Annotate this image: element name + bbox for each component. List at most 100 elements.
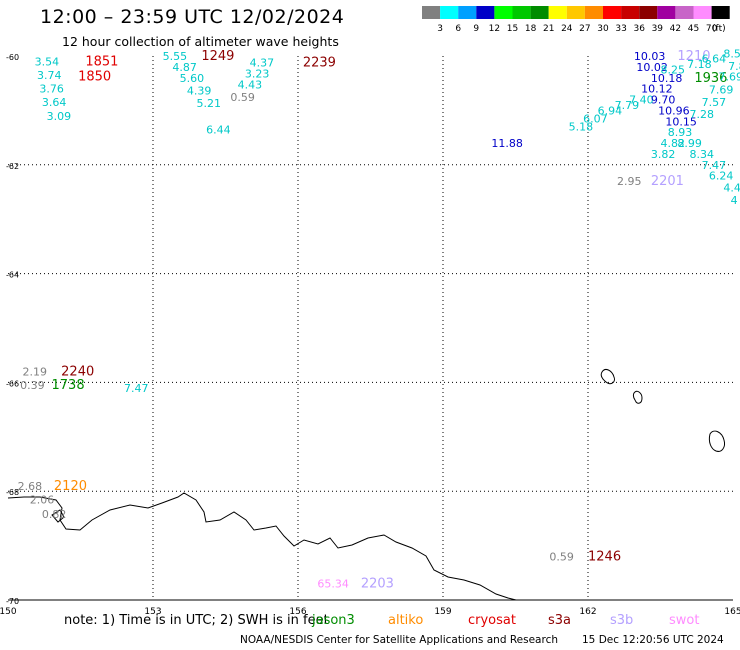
wave-height-value: 3.23 [245,67,269,80]
wave-height-value: 10.96 [658,104,690,117]
scale-swatch [693,6,712,19]
pass-time-label: 1850 [78,70,111,85]
wave-height-value: 8.93 [668,126,693,139]
longitude-label: 150 [0,607,17,617]
latitude-label: -68 [6,488,19,497]
latitude-label: -64 [6,271,19,280]
pass-time-label: 1738 [52,378,85,393]
wave-height-value: 3.64 [42,96,66,109]
scale-swatch [621,6,640,19]
wave-height-value: 7.47 [124,382,149,395]
wave-height-value: 2.68 [18,480,42,493]
scale-label: 30 [597,24,609,34]
wave-height-value: 6.94 [598,104,623,117]
wave-height-value: 10.03 [634,50,666,63]
scale-label: 12 [489,24,500,34]
wave-height-value: 5.21 [197,97,222,110]
scale-swatch [530,6,549,19]
wave-height-value: 8.5 [723,47,740,60]
scale-label: 6 [455,24,461,34]
scale-label: 24 [561,24,573,34]
wave-height-value: 2.19 [23,366,48,379]
wave-height-value: 4 [731,194,738,207]
wave-height-value: 0.39 [20,379,45,392]
wave-height-value: 65.34 [317,578,349,591]
wave-height-value: 10.15 [665,115,697,128]
scale-label: 39 [652,24,664,34]
scale-swatch [657,6,676,19]
scale-label: 27 [579,24,590,34]
wave-height-value: 0.59 [549,550,574,563]
pass-time-label: 2203 [361,577,394,592]
generation-timestamp: 15 Dec 12:20:56 UTC 2024 [582,634,724,646]
wave-height-value: 7.40 [629,94,654,107]
latitude-label: -60 [6,53,19,62]
wave-height-value: 4.39 [187,84,212,97]
scale-label: 9 [473,24,479,34]
wave-height-value: 6.24 [709,170,734,183]
island [708,430,725,452]
wave-height-value: 7.18 [687,58,712,71]
wave-height-value: 3.54 [35,55,60,68]
scale-label: 36 [633,24,645,34]
scale-label: 18 [525,24,537,34]
wave-height-value: 2.06 [30,493,55,506]
latitude-label: -62 [6,162,19,171]
pass-time-label: 1936 [694,71,727,86]
scale-label: 21 [543,24,554,34]
wave-height-value: 8.34 [690,148,715,161]
wave-height-value: 5.60 [180,72,205,85]
wave-height-value: 9.70 [651,94,676,107]
scale-label: 3 [437,24,443,34]
scale-swatch [711,6,730,19]
satellite-swot: swot [669,613,700,628]
wave-height-value: 7.69 [719,71,740,84]
scale-label: 33 [615,24,626,34]
coastline [7,369,725,601]
wave-height-value: 3.74 [37,69,62,82]
pass-time-label: 1246 [588,549,621,564]
map-subtitle: 12 hour collection of altimeter wave hei… [62,34,339,49]
wave-height-value: 3.82 [651,148,676,161]
wave-height-value: 7.69 [709,84,734,97]
satellite-s3b: s3b [610,613,634,628]
scale-swatch [548,6,567,19]
scale-swatch [566,6,585,19]
pass-time-label: 1210 [677,49,710,64]
longitude-label: 165 [724,607,740,617]
island [600,369,615,385]
pass-time-label: 2201 [651,174,684,189]
longitude-label: 153 [144,607,161,617]
wave-height-value: 0.82 [42,508,66,521]
pass-time-label: 1249 [201,49,234,64]
latitude-label: -70 [6,597,19,606]
wave-height-value: 4.82 [661,137,686,150]
wave-height-value: 6.44 [206,123,231,136]
scale-swatch [476,6,495,19]
island [632,390,643,404]
scale-swatch [603,6,622,19]
satellite-altiko: altiko [388,613,424,628]
wave-height-value: 0.59 [230,91,255,104]
wave-height-value: 7.8 [728,60,740,73]
longitude-label: 162 [579,607,596,617]
wave-height-value: 11.88 [491,137,523,150]
scale-swatch [440,6,459,19]
scale-label: 70 [706,24,718,34]
wave-height-value: 6.64 [702,53,727,66]
wave-height-value: 10.12 [641,83,673,96]
satellite-s3a: s3a [548,613,572,628]
graticule [8,56,733,600]
wave-height-value: 7.57 [702,96,727,109]
wave-height-value: 4.4 [723,182,740,195]
wave-height-value: 3.76 [39,83,64,96]
scale-swatch [422,6,441,19]
wave-height-value: 4.37 [250,57,275,70]
scale-swatch [584,6,603,19]
longitude-label: 156 [289,607,306,617]
pass-time-label: 2120 [54,479,87,494]
wave-height-value: 6.07 [583,113,608,126]
credit-line: NOAA/NESDIS Center for Satellite Applica… [240,634,558,646]
scale-swatch [458,6,477,19]
